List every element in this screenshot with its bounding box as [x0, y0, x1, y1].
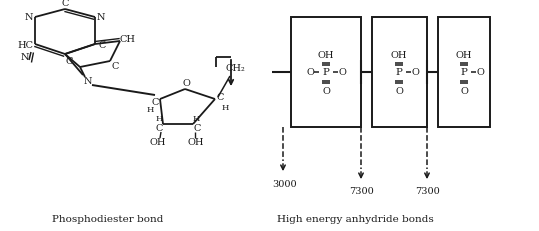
- Text: C: C: [151, 98, 158, 107]
- Text: OH: OH: [188, 138, 204, 147]
- Text: H: H: [222, 103, 229, 112]
- Text: N: N: [20, 52, 29, 61]
- Text: OH: OH: [391, 51, 407, 60]
- Text: C: C: [98, 40, 106, 49]
- Text: C: C: [61, 0, 68, 7]
- Text: O: O: [460, 87, 468, 96]
- Bar: [372, 18, 427, 128]
- Text: H: H: [155, 115, 163, 122]
- Text: HC: HC: [17, 40, 33, 49]
- Text: O: O: [182, 79, 190, 88]
- Bar: [438, 18, 490, 128]
- Text: OH: OH: [456, 51, 472, 60]
- Text: H: H: [192, 115, 199, 122]
- Text: O: O: [411, 68, 419, 77]
- Text: C: C: [194, 124, 201, 133]
- Text: P: P: [322, 68, 329, 77]
- Text: N: N: [25, 13, 33, 22]
- Text: C: C: [112, 62, 119, 71]
- Text: P: P: [460, 68, 467, 77]
- Text: OH: OH: [150, 138, 166, 147]
- Text: O: O: [395, 87, 403, 96]
- Text: P: P: [396, 68, 403, 77]
- Text: CH₂: CH₂: [225, 64, 245, 73]
- Text: C: C: [155, 124, 163, 133]
- Text: OH: OH: [318, 51, 334, 60]
- Text: O: O: [476, 68, 484, 77]
- Text: N: N: [84, 77, 92, 86]
- Text: H: H: [146, 106, 154, 113]
- Text: Phosphodiester bond: Phosphodiester bond: [52, 215, 163, 224]
- Text: O: O: [306, 68, 314, 77]
- Text: O: O: [322, 87, 330, 96]
- Text: High energy anhydride bonds: High energy anhydride bonds: [277, 215, 433, 224]
- Text: N: N: [96, 13, 105, 22]
- Text: C: C: [216, 93, 224, 102]
- Text: C: C: [65, 57, 73, 66]
- Bar: [291, 18, 361, 128]
- Text: CH: CH: [120, 34, 136, 43]
- Text: 7300: 7300: [414, 187, 439, 196]
- Text: O: O: [338, 68, 346, 77]
- Text: 7300: 7300: [349, 187, 374, 196]
- Text: 3000: 3000: [273, 180, 298, 189]
